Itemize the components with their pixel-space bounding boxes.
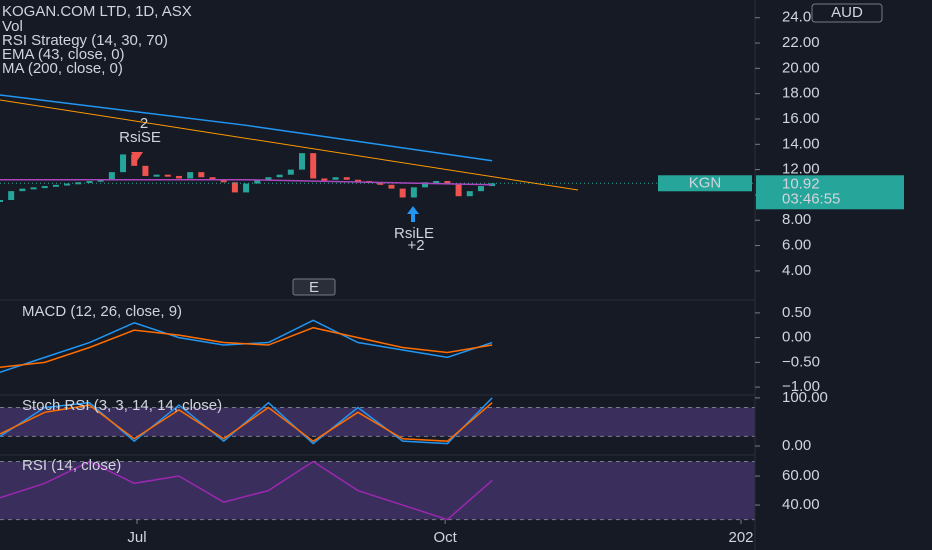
candle xyxy=(399,188,406,198)
chart-title: KOGAN.COM LTD, 1D, ASX xyxy=(2,3,192,20)
candle xyxy=(265,177,272,180)
candle xyxy=(321,178,328,181)
candle xyxy=(276,174,283,178)
candle xyxy=(153,174,160,177)
legend-entry: EMA (43, close, 0) xyxy=(2,46,125,63)
candle xyxy=(477,186,484,192)
long-arrow xyxy=(407,206,419,222)
candle xyxy=(175,175,182,179)
trend-line xyxy=(0,99,579,191)
pane-title: RSI (14, close) xyxy=(22,457,121,474)
candle xyxy=(254,179,261,184)
earnings-label: E xyxy=(309,279,319,296)
candle xyxy=(287,169,294,175)
y-tick-label: 60.00 xyxy=(782,467,820,484)
series-line xyxy=(0,178,493,186)
candle xyxy=(388,184,395,189)
candle xyxy=(455,183,462,197)
series-line xyxy=(0,460,493,521)
candle xyxy=(343,177,350,180)
series-line xyxy=(0,402,493,443)
y-tick-label: −0.50 xyxy=(782,353,820,370)
candle xyxy=(97,179,104,182)
candle xyxy=(142,165,149,176)
x-tick-label: Oct xyxy=(433,529,457,546)
candle xyxy=(108,172,115,180)
y-tick-label: 12.00 xyxy=(782,161,820,178)
y-tick-label: 0.50 xyxy=(782,304,811,321)
candle xyxy=(19,188,26,192)
price-tag xyxy=(756,175,904,210)
candle xyxy=(75,182,82,185)
y-tick-label: 40.00 xyxy=(782,496,820,513)
candle xyxy=(354,179,361,182)
candle xyxy=(220,179,227,183)
candle xyxy=(231,182,238,193)
candle xyxy=(41,186,48,189)
candle xyxy=(64,183,71,186)
candle xyxy=(187,172,194,179)
price-axis xyxy=(755,0,932,550)
y-tick-label: 20.00 xyxy=(782,59,820,76)
candle xyxy=(131,154,138,166)
annotation-count: 2 xyxy=(140,115,148,132)
legend-entry: MA (200, close, 0) xyxy=(2,60,123,77)
last-price: 10.92 xyxy=(782,175,820,192)
y-tick-label: 24.00 xyxy=(782,9,820,26)
candle xyxy=(466,191,473,197)
indicator-label: Vol xyxy=(2,18,23,35)
candle xyxy=(8,191,15,200)
currency-button[interactable] xyxy=(811,3,883,23)
candle xyxy=(310,153,317,179)
candle xyxy=(209,177,216,180)
y-tick-label: 18.00 xyxy=(782,85,820,102)
y-tick-label: 14.00 xyxy=(782,135,820,152)
candle xyxy=(243,183,250,193)
annotation-count: +2 xyxy=(407,237,424,254)
annotation: RsiSE xyxy=(119,129,161,146)
currency[interactable]: AUD xyxy=(831,4,863,21)
symbol-tag xyxy=(658,175,752,192)
band xyxy=(0,461,755,520)
x-tick-label: Jul xyxy=(127,529,146,546)
y-tick-label: 8.00 xyxy=(782,211,811,228)
candle xyxy=(164,174,171,177)
series-line xyxy=(0,397,493,445)
countdown: 03:46:55 xyxy=(782,190,840,207)
y-tick-label: 22.00 xyxy=(782,34,820,51)
candle xyxy=(299,153,305,170)
x-tick-label: 202 xyxy=(729,529,754,546)
candle xyxy=(433,181,440,184)
axis-group: 24.0022.0020.0018.0016.0014.0012.0010.00… xyxy=(755,9,828,513)
earnings-badge xyxy=(292,278,336,296)
candle xyxy=(52,184,59,187)
y-tick-label: 16.00 xyxy=(782,110,820,127)
indicator-label: RSI Strategy (14, 30, 70) xyxy=(2,32,168,49)
y-tick-label: 100.00 xyxy=(782,389,828,406)
y-tick-label: 6.00 xyxy=(782,237,811,254)
candle xyxy=(410,187,417,198)
legend: KOGAN.COM LTD, 1D, ASX Vol RSI Strategy … xyxy=(2,3,222,474)
y-tick-label: −1.00 xyxy=(782,378,820,395)
symbol: KGN xyxy=(689,174,722,191)
candle xyxy=(422,182,429,188)
candle xyxy=(120,154,127,173)
short-arrow xyxy=(131,152,143,161)
plot: Jul Oct 202 xyxy=(0,94,932,546)
series-line xyxy=(0,326,493,369)
pane-title: MACD (12, 26, close, 9) xyxy=(22,303,182,320)
y-tick-label: 4.00 xyxy=(782,262,811,279)
pane-title: Stoch RSI (3, 3, 14, 14, close) xyxy=(22,397,222,414)
series-line xyxy=(0,94,493,162)
candle xyxy=(0,200,3,202)
candle xyxy=(444,181,451,184)
y-tick-label: 0.00 xyxy=(782,437,811,454)
annotation: RsiLE xyxy=(394,225,434,242)
candle xyxy=(86,181,93,184)
candle xyxy=(332,177,339,180)
candle xyxy=(30,187,37,190)
candle xyxy=(198,172,205,178)
y-tick-label: 0.00 xyxy=(782,329,811,346)
